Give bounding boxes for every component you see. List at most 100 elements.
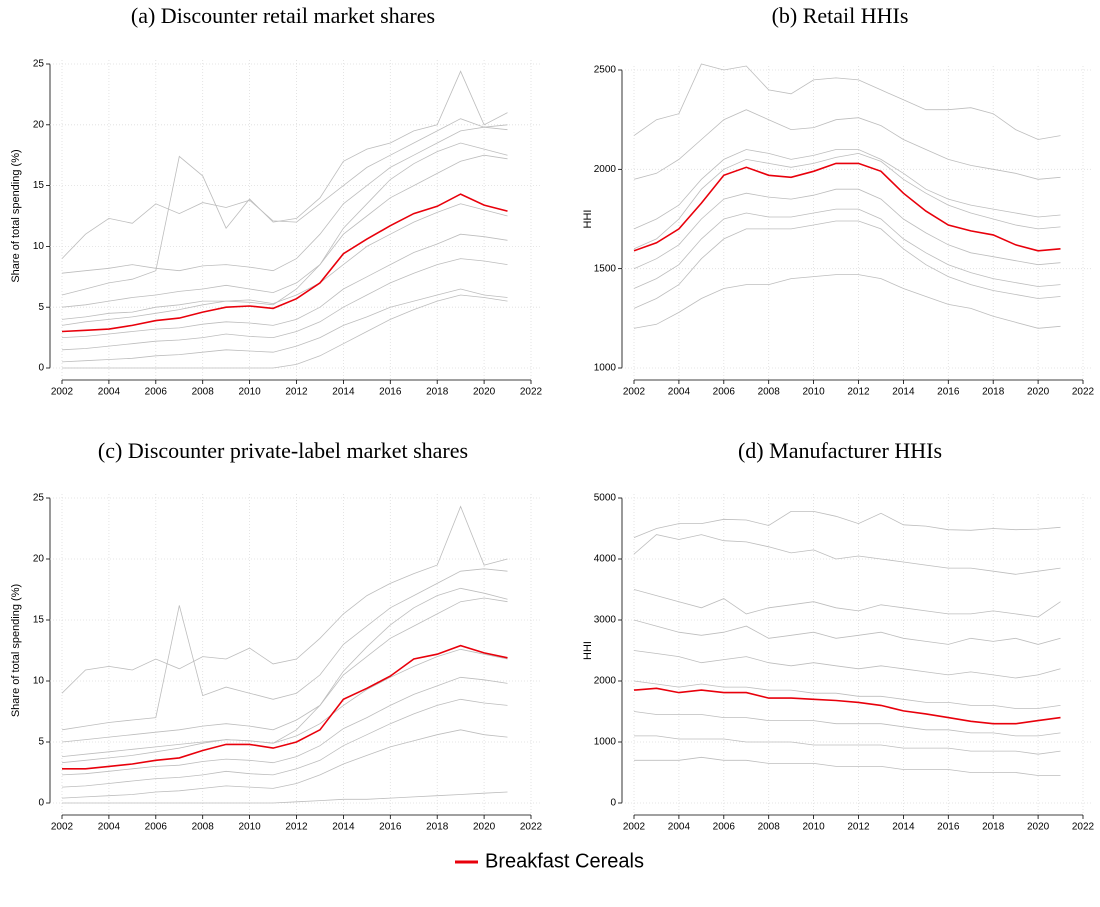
- y-tick-label: 2000: [594, 676, 617, 687]
- series-line: [62, 294, 508, 369]
- y-tick-label: 1500: [594, 263, 617, 274]
- series-line: [633, 162, 1061, 252]
- x-tick-label: 2006: [713, 387, 736, 398]
- series-line: [62, 644, 508, 770]
- series-line: [61, 648, 508, 757]
- x-tick-label: 2012: [285, 387, 308, 398]
- panel-title: (b) Retail HHIs: [772, 3, 909, 28]
- y-tick-label: 5: [38, 737, 44, 748]
- legend-label: Breakfast Cereals: [485, 850, 644, 872]
- y-tick-label: 0: [38, 363, 44, 374]
- series-line: [633, 152, 1061, 250]
- x-tick-label: 2020: [1027, 822, 1050, 833]
- y-tick-label: 10: [33, 241, 45, 252]
- x-tick-label: 2020: [473, 387, 496, 398]
- series-line: [61, 568, 508, 731]
- series-line: [633, 188, 1061, 270]
- x-tick-label: 2010: [238, 822, 261, 833]
- y-tick-label: 0: [610, 798, 616, 809]
- y-tick-label: 5000: [594, 493, 617, 504]
- x-tick-label: 2016: [379, 387, 402, 398]
- series-line: [634, 756, 1061, 776]
- x-tick-label: 2014: [332, 387, 355, 398]
- series-line: [633, 534, 1061, 575]
- series-line: [61, 698, 508, 788]
- x-tick-label: 2010: [238, 387, 261, 398]
- series-line: [61, 203, 508, 320]
- x-tick-label: 2018: [426, 387, 449, 398]
- x-tick-label: 2014: [892, 822, 915, 833]
- x-tick-label: 2020: [473, 822, 496, 833]
- series-line: [61, 597, 508, 743]
- series-line: [61, 126, 508, 274]
- x-tick-label: 2012: [847, 822, 870, 833]
- series-line: [61, 258, 508, 351]
- x-tick-label: 2016: [937, 822, 960, 833]
- x-tick-label: 2006: [145, 822, 168, 833]
- x-tick-label: 2012: [847, 387, 870, 398]
- x-tick-label: 2004: [98, 387, 121, 398]
- panel-title: (c) Discounter private-label market shar…: [98, 438, 468, 463]
- x-tick-label: 2008: [192, 387, 215, 398]
- x-tick-label: 2022: [1072, 387, 1095, 398]
- series-line: [61, 142, 508, 326]
- y-tick-label: 3000: [594, 615, 617, 626]
- y-tick-label: 20: [33, 119, 45, 130]
- y-tick-label: 15: [33, 615, 45, 626]
- y-tick-label: 15: [33, 180, 45, 191]
- series-line: [633, 149, 1061, 230]
- y-tick-label: 4000: [594, 554, 617, 565]
- x-tick-label: 2004: [668, 387, 691, 398]
- x-tick-label: 2014: [332, 822, 355, 833]
- series-line: [633, 650, 1061, 679]
- y-tick-label: 2000: [594, 164, 617, 175]
- series-line: [633, 220, 1061, 309]
- y-tick-label: 10: [33, 676, 45, 687]
- y-axis-label: Share of total spending (%): [10, 149, 22, 282]
- y-axis-label: HHI: [582, 641, 594, 660]
- panel-title: (a) Discounter retail market shares: [131, 3, 435, 28]
- x-tick-label: 2002: [623, 387, 646, 398]
- series-line: [633, 619, 1061, 645]
- x-tick-label: 2004: [668, 822, 691, 833]
- series-line: [61, 233, 508, 338]
- series-line: [634, 735, 1061, 755]
- x-tick-label: 2018: [426, 822, 449, 833]
- series-line: [633, 687, 1061, 725]
- x-tick-label: 2002: [623, 822, 646, 833]
- x-tick-label: 2020: [1027, 387, 1050, 398]
- x-tick-label: 2004: [98, 822, 121, 833]
- x-tick-label: 2018: [982, 822, 1005, 833]
- series-line: [633, 511, 1061, 538]
- x-tick-label: 2002: [51, 822, 74, 833]
- y-axis-label: Share of total spending (%): [10, 584, 22, 717]
- x-tick-label: 2006: [713, 822, 736, 833]
- series-line: [633, 680, 1061, 709]
- series-line: [61, 505, 508, 694]
- y-tick-label: 2500: [594, 65, 617, 76]
- y-tick-label: 25: [33, 59, 45, 70]
- x-tick-label: 2022: [520, 822, 543, 833]
- x-tick-label: 2008: [758, 387, 781, 398]
- y-tick-label: 25: [33, 493, 45, 504]
- x-tick-label: 2008: [192, 822, 215, 833]
- y-tick-label: 5: [38, 302, 44, 313]
- series-line: [633, 589, 1061, 618]
- series-line: [633, 711, 1061, 737]
- series-line: [61, 729, 508, 799]
- x-tick-label: 2018: [982, 387, 1005, 398]
- series-line: [633, 109, 1061, 180]
- y-tick-label: 1000: [594, 737, 617, 748]
- series-line: [61, 288, 508, 363]
- x-tick-label: 2006: [145, 387, 168, 398]
- x-tick-label: 2014: [892, 387, 915, 398]
- x-tick-label: 2022: [1072, 822, 1095, 833]
- x-tick-label: 2010: [802, 822, 825, 833]
- series-line: [61, 154, 508, 308]
- series-line: [633, 63, 1061, 140]
- series-line: [633, 208, 1061, 289]
- series-line: [61, 587, 508, 764]
- y-tick-label: 1000: [594, 363, 617, 374]
- y-axis-label: HHI: [582, 210, 594, 229]
- highlight-line: [61, 193, 508, 333]
